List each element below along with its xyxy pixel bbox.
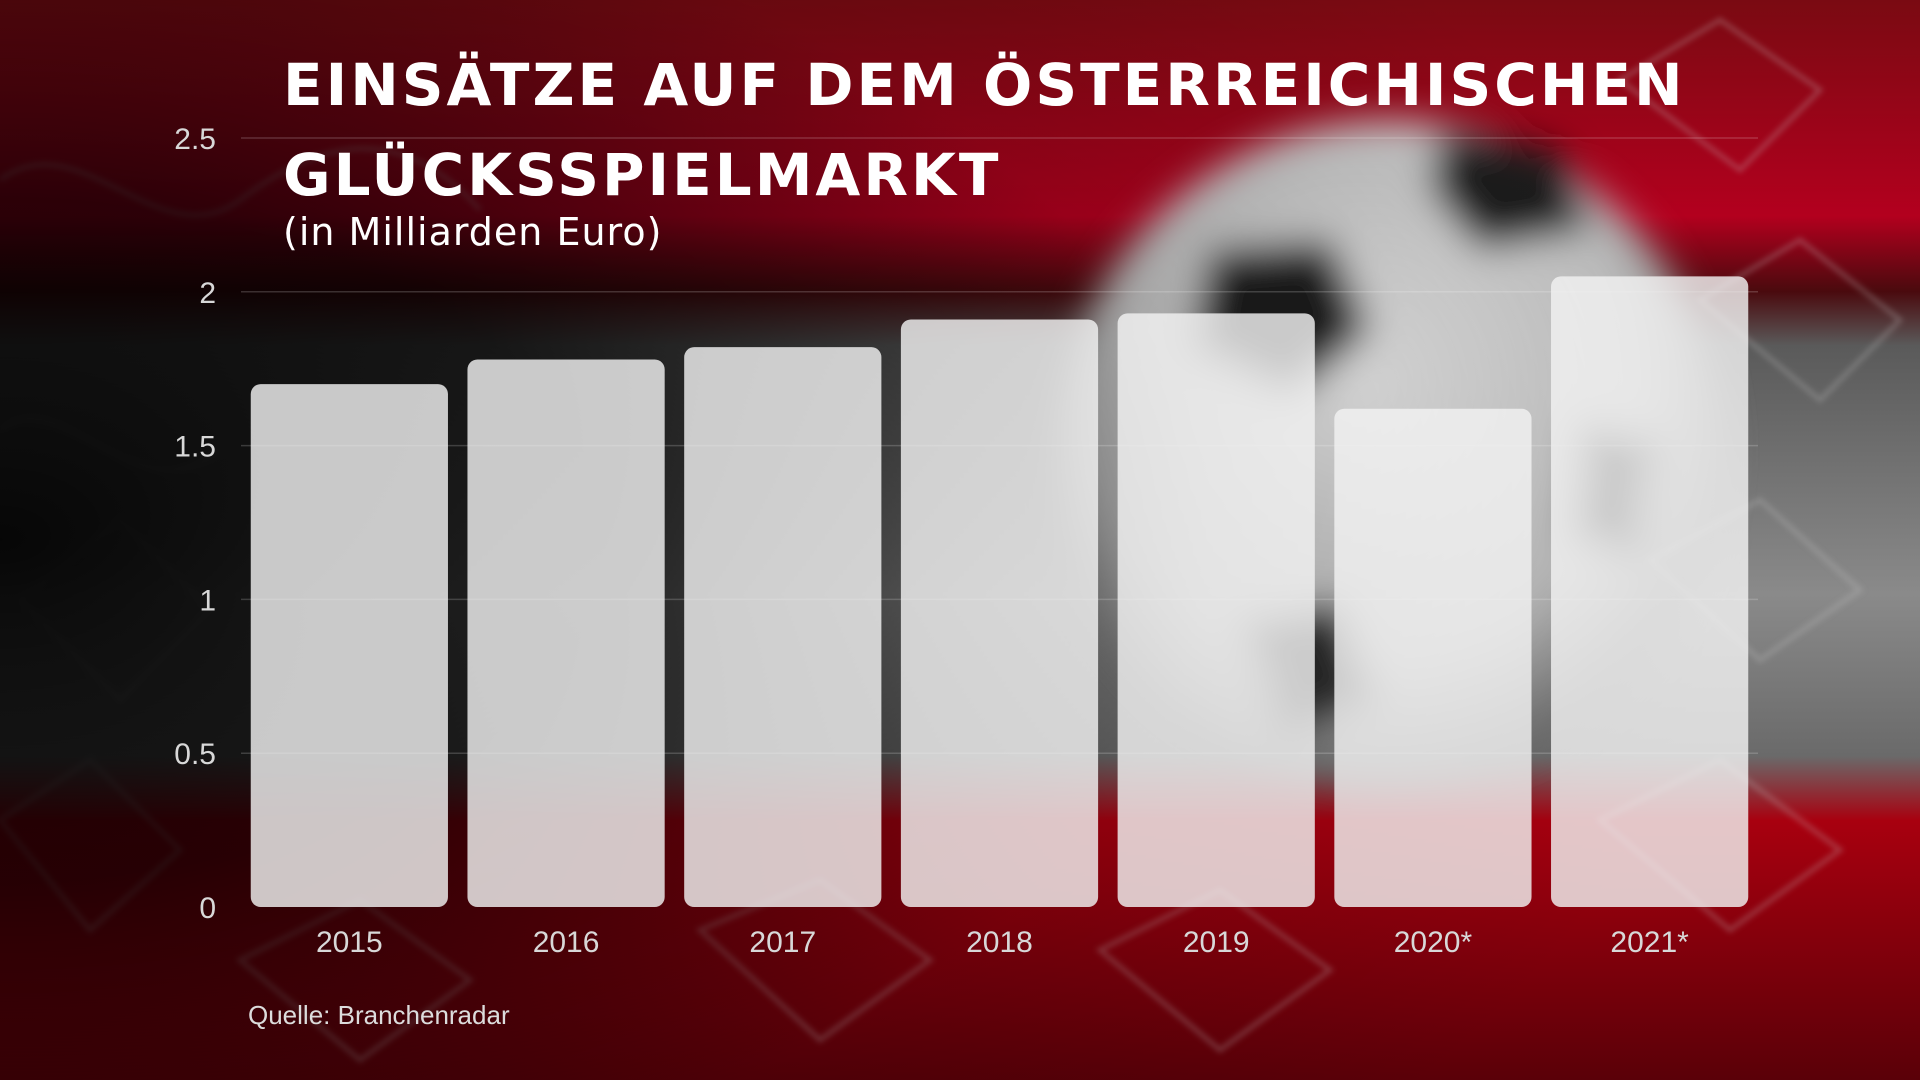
y-tick-label: 1.5 xyxy=(174,431,216,464)
y-tick-label: 0 xyxy=(199,892,216,925)
bar-2021 xyxy=(1551,276,1749,907)
bar-2016 xyxy=(467,359,665,907)
x-tick-label: 2015 xyxy=(316,926,383,959)
y-tick-label: 0.5 xyxy=(174,738,216,771)
x-tick-label: 2020* xyxy=(1394,926,1473,959)
bar-2019 xyxy=(1117,313,1315,907)
y-tick-label: 1 xyxy=(199,584,216,617)
bars xyxy=(250,276,1749,908)
source-note: Quelle: Branchenradar xyxy=(248,1000,510,1030)
x-tick-label: 2016 xyxy=(533,926,600,959)
bar-2020 xyxy=(1334,408,1532,907)
x-tick-label: 2019 xyxy=(1183,926,1250,959)
bar-2018 xyxy=(900,319,1099,907)
chart-subtitle: (in Milliarden Euro) xyxy=(283,210,663,254)
x-tick-label: 2018 xyxy=(966,926,1033,959)
bar-2017 xyxy=(684,347,882,908)
x-tick-label: 2017 xyxy=(749,926,816,959)
y-tick-label: 2.5 xyxy=(174,123,216,156)
y-axis-tick-labels: 0 0.5 1 1.5 2 2.5 xyxy=(174,123,216,925)
y-tick-label: 2 xyxy=(199,277,216,310)
x-axis-tick-labels: 2015 2016 2017 2018 2019 2020* 2021* xyxy=(316,926,1689,959)
chart-title: Einsätze auf dem österreichischen Glücks… xyxy=(283,51,1686,209)
bar-2015 xyxy=(250,384,448,908)
x-tick-label: 2021* xyxy=(1610,926,1689,959)
